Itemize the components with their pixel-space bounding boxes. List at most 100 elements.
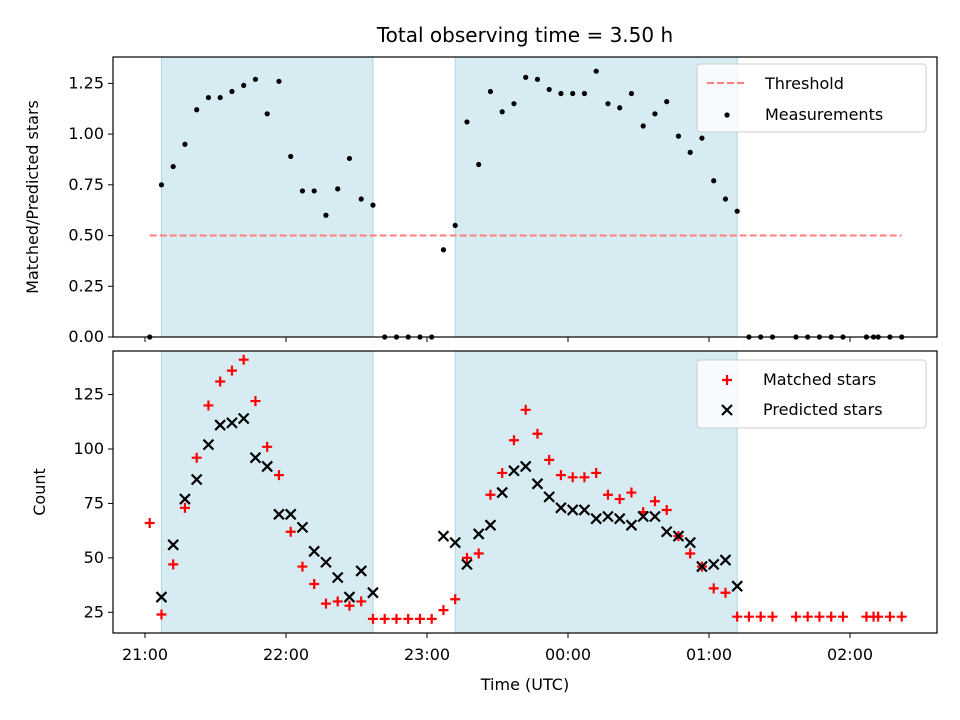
predicted-star-point	[496, 486, 508, 499]
legend-predicted-swatch	[721, 404, 733, 416]
count-y-tick-label: 75	[84, 493, 104, 512]
predicted-star-point	[179, 493, 191, 505]
predicted-star-point	[555, 502, 567, 514]
legend-matched-swatch	[722, 375, 732, 385]
measurement-point	[299, 188, 306, 194]
matched-star-point	[884, 611, 895, 622]
count-y-tick-label: 125	[73, 385, 104, 404]
predicted-star-point	[672, 530, 685, 542]
predicted-star-point	[508, 464, 520, 477]
matched-star-point	[285, 526, 296, 537]
matched-star-point	[461, 552, 472, 563]
measurement-point	[675, 133, 682, 139]
matched-star-point	[661, 504, 672, 515]
measurement-point	[252, 76, 259, 82]
matched-star-point	[508, 435, 519, 446]
matched-star-point	[262, 441, 273, 452]
predicted-star-point	[719, 554, 732, 566]
matched-star-point	[379, 613, 390, 624]
predicted-star-point	[543, 491, 555, 503]
matched-star-point	[179, 502, 190, 513]
ratio-y-tick-label: 0.50	[68, 226, 104, 245]
measurement-point	[581, 90, 588, 97]
measurement-point	[452, 222, 458, 229]
predicted-star-point	[167, 539, 179, 551]
predicted-star-point	[355, 565, 367, 577]
count-shaded-interval-2	[454, 350, 738, 634]
measurement-point	[358, 196, 364, 202]
matched-star-point	[168, 559, 179, 570]
measurement-point	[605, 101, 611, 107]
matched-star-point	[238, 354, 249, 365]
measurement-point	[288, 153, 294, 160]
measurement-point	[182, 141, 188, 147]
ratio-y-tick-label: 1.25	[68, 73, 104, 92]
count-x-tick-label: 00:00	[545, 645, 591, 664]
matched-star-point	[191, 452, 202, 463]
matched-star-point	[356, 596, 367, 607]
predicted-star-point	[261, 460, 273, 473]
measurement-point	[205, 94, 212, 101]
measurement-point	[370, 202, 376, 208]
ratio-axes-frame	[112, 56, 938, 338]
predicted-star-point	[484, 519, 497, 531]
matched-star-point	[544, 454, 555, 465]
measurement-point	[158, 182, 165, 188]
measurement-point	[734, 208, 740, 214]
measurement-point	[241, 82, 247, 89]
predicted-star-point	[531, 478, 544, 490]
matched-star-point	[555, 470, 566, 481]
matched-star-point	[567, 472, 578, 483]
matched-star-point	[250, 396, 261, 407]
matched-star-point	[755, 611, 766, 622]
measurement-point	[335, 186, 341, 192]
predicted-star-point	[684, 536, 696, 549]
measurement-point	[346, 155, 353, 162]
predicted-star-point	[578, 504, 591, 516]
measurement-point	[722, 196, 729, 202]
predicted-star-point	[449, 536, 461, 549]
matched-star-point	[532, 428, 543, 439]
predicted-star-point	[237, 412, 250, 425]
matched-star-point	[591, 467, 602, 478]
predicted-star-point	[202, 438, 215, 451]
predicted-star-point	[249, 451, 262, 464]
legend-predicted-label: Predicted stars	[763, 400, 883, 419]
legend-measurements-swatch	[724, 112, 730, 118]
matched-star-point	[215, 376, 226, 387]
count-x-tick-label: 02:00	[827, 645, 873, 664]
ratio-legend-box	[696, 63, 927, 133]
matched-star-point	[144, 518, 155, 529]
predicted-star-point	[566, 504, 579, 516]
ratio-y-tick-label: 0.25	[68, 276, 104, 295]
matched-star-point	[743, 611, 754, 622]
predicted-star-point	[519, 460, 532, 473]
predicted-star-point	[731, 580, 743, 592]
ratio-y-tick-label: 0.00	[68, 327, 104, 346]
ratio-y-axis-label: Matched/Predicted stars	[23, 100, 42, 294]
matched-star-point	[790, 611, 801, 622]
matched-star-point	[497, 467, 508, 478]
matched-star-point	[391, 613, 402, 624]
matched-star-point	[297, 561, 308, 572]
predicted-star-point	[696, 560, 708, 573]
measurement-point	[546, 86, 552, 93]
predicted-star-point	[343, 591, 356, 603]
measurement-point	[664, 99, 670, 105]
measurement-point	[593, 68, 599, 74]
count-x-tick-label: 23:00	[404, 645, 450, 664]
measurement-point	[511, 101, 517, 107]
predicted-star-point	[331, 571, 344, 584]
matched-star-point	[837, 611, 848, 622]
measurement-point	[534, 76, 541, 82]
matched-star-point	[485, 489, 496, 500]
matched-star-point	[309, 579, 320, 590]
predicted-star-point	[155, 591, 168, 603]
predicted-star-point	[190, 473, 203, 486]
measurement-point	[652, 111, 658, 117]
predicted-star-point	[472, 528, 485, 540]
matched-star-point	[626, 487, 637, 498]
measurement-point	[523, 74, 529, 80]
count-x-tick-label: 22:00	[263, 645, 309, 664]
